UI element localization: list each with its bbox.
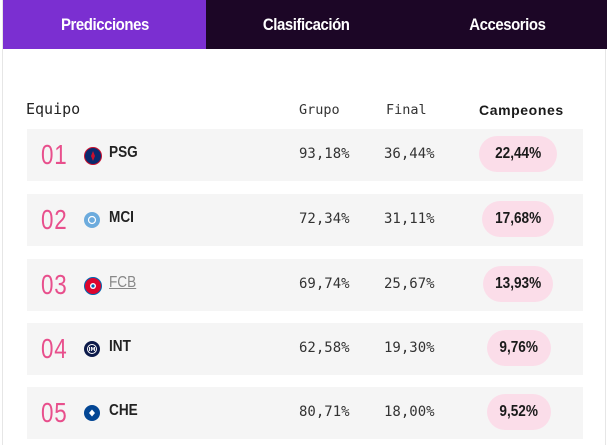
team-name-link[interactable]: FCB <box>109 274 137 291</box>
tab-label: Clasificación <box>263 14 350 34</box>
tab-bar: Predicciones Clasificación Accesorios <box>3 0 607 49</box>
group-prob: 72,34% <box>299 211 350 227</box>
mci-crest-icon <box>84 212 100 228</box>
rank: 02 <box>41 204 68 235</box>
champions-prob: 17,68% <box>494 210 542 227</box>
final-prob: 19,30% <box>384 340 435 356</box>
champions-prob-badge: 17,68% <box>482 201 554 237</box>
rank: 05 <box>41 397 68 428</box>
final-prob: 36,44% <box>384 146 435 162</box>
tab-label: Accesorios <box>468 14 546 34</box>
champions-prob-badge: 9,76% <box>487 330 551 366</box>
che-crest-icon <box>84 405 100 421</box>
team-name: PSG <box>109 144 138 161</box>
final-prob: 31,11% <box>384 211 435 227</box>
table-row[interactable]: 05 CHE 80,71% 18,00% 9,52% <box>27 387 583 439</box>
table-row[interactable]: 01 PSG 93,18% 36,44% 22,44% <box>27 129 583 181</box>
table-header: Equipo Grupo Final Campeones <box>3 100 607 122</box>
int-crest-icon: IM <box>84 341 100 357</box>
team-name: MCI <box>109 209 134 226</box>
header-team: Equipo <box>26 100 81 118</box>
table-row[interactable]: 03 FCB 69,74% 25,67% 13,93% <box>27 259 583 311</box>
final-prob: 25,67% <box>384 276 435 292</box>
group-prob: 80,71% <box>299 404 350 420</box>
tab-predicciones[interactable]: Predicciones <box>3 0 206 49</box>
group-prob: 93,18% <box>299 146 350 162</box>
rank: 03 <box>41 269 68 300</box>
fcb-crest-icon <box>84 277 102 295</box>
svg-text:IM: IM <box>89 347 96 353</box>
final-prob: 18,00% <box>384 404 435 420</box>
champions-prob: 13,93% <box>494 275 542 292</box>
champions-prob-badge: 22,44% <box>479 136 557 172</box>
group-prob: 69,74% <box>299 276 350 292</box>
champions-prob-badge: 9,52% <box>487 394 551 430</box>
champions-prob: 9,52% <box>499 403 539 420</box>
champions-prob-badge: 13,93% <box>483 266 553 302</box>
champions-prob: 22,44% <box>494 145 542 162</box>
team-name: INT <box>109 338 131 355</box>
champions-prob: 9,76% <box>499 339 539 356</box>
tab-clasificacion[interactable]: Clasificación <box>206 0 407 49</box>
tab-label: Predicciones <box>60 14 149 34</box>
rank: 04 <box>41 333 68 364</box>
rank: 01 <box>41 139 68 170</box>
header-final: Final <box>386 102 427 118</box>
header-group: Grupo <box>299 102 340 118</box>
table-row[interactable]: 02 MCI 72,34% 31,11% 17,68% <box>27 194 583 246</box>
psg-crest-icon <box>84 147 102 165</box>
group-prob: 62,58% <box>299 340 350 356</box>
tab-accesorios[interactable]: Accesorios <box>407 0 607 49</box>
team-name: CHE <box>109 402 138 419</box>
table-row[interactable]: 04 IM INT 62,58% 19,30% 9,76% <box>27 323 583 375</box>
header-champions: Campeones <box>479 102 564 118</box>
